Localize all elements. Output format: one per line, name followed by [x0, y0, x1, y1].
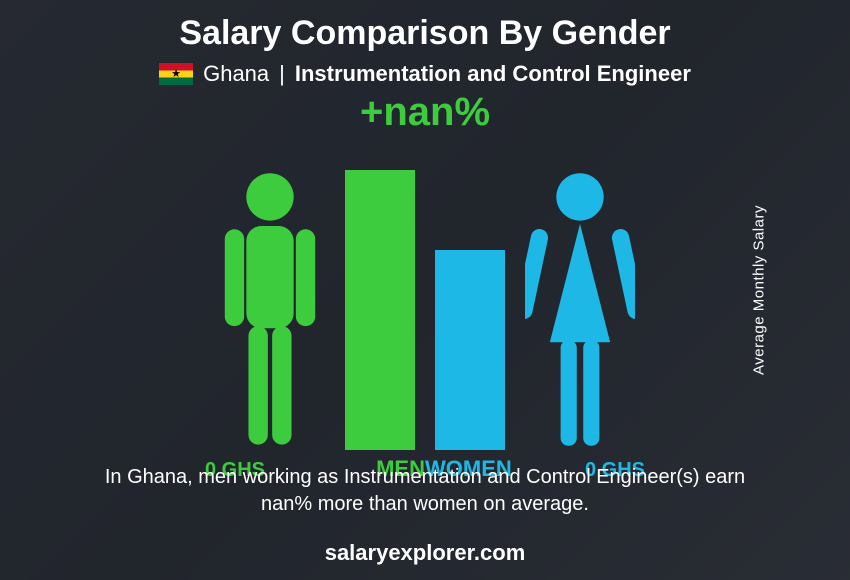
separator: | [279, 61, 285, 87]
y-axis-label: Average Monthly Salary [751, 205, 768, 375]
page-title: Salary Comparison By Gender [0, 0, 850, 53]
percentage-badge: +nan% [360, 90, 490, 135]
country-name: Ghana [203, 61, 269, 87]
ghana-flag-icon [159, 63, 193, 85]
bar-chart: 0 GHS MEN WOMEN 0 GHS [125, 130, 725, 450]
women-bar: WOMEN [435, 250, 505, 450]
job-title: Instrumentation and Control Engineer [295, 61, 691, 87]
female-person-icon: 0 GHS [525, 170, 635, 450]
men-bar: MEN [345, 170, 415, 450]
subtitle: Ghana | Instrumentation and Control Engi… [0, 61, 850, 87]
site-credit: salaryexplorer.com [325, 540, 526, 566]
male-person-icon: 0 GHS [215, 170, 325, 450]
caption-text: In Ghana, men working as Instrumentation… [85, 464, 765, 518]
